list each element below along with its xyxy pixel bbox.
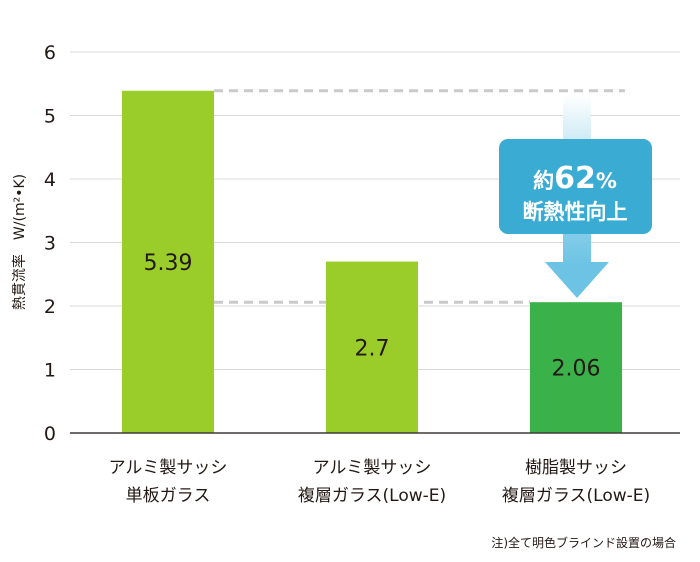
category-label: 単板ガラス [126,486,211,506]
callout-line1: 約62% [533,161,617,196]
category-label: アルミ製サッシ [313,458,432,478]
category-label: 複層ガラス(Low-E) [298,486,446,506]
bar [122,90,214,434]
category-label: 樹脂製サッシ [525,458,627,478]
category-label: 複層ガラス(Low-E) [502,486,650,506]
y-tick-label: 4 [44,169,56,191]
y-tick-label: 3 [44,233,56,255]
callout-line2: 断熱性向上 [523,200,628,224]
footnote: 注)全て明色ブラインド設置の場合 [491,535,676,550]
bar-value-label: 2.06 [552,357,601,382]
y-tick-label: 6 [44,42,56,64]
y-tick-label: 2 [44,296,56,318]
bar [530,302,622,433]
y-axis-label: 熱貫流率 W/(m²•K) [11,174,28,310]
bars: 5.39 2.7 2.06 [122,90,622,434]
callout-box [499,139,652,234]
category-labels: アルミ製サッシ単板ガラスアルミ製サッシ複層ガラス(Low-E)樹脂製サッシ複層ガ… [109,458,651,506]
bar-value-label: 5.39 [144,251,193,276]
bar-value-label: 2.7 [355,336,390,361]
y-tick-label: 1 [44,360,56,382]
improvement-callout: 約62% 断熱性向上 [499,139,652,234]
y-axis: 0 1 2 3 4 5 6 [44,42,680,445]
y-tick-label: 0 [44,423,56,445]
y-tick-label: 5 [44,106,56,128]
category-label: アルミ製サッシ [109,458,228,478]
bar [326,261,418,433]
